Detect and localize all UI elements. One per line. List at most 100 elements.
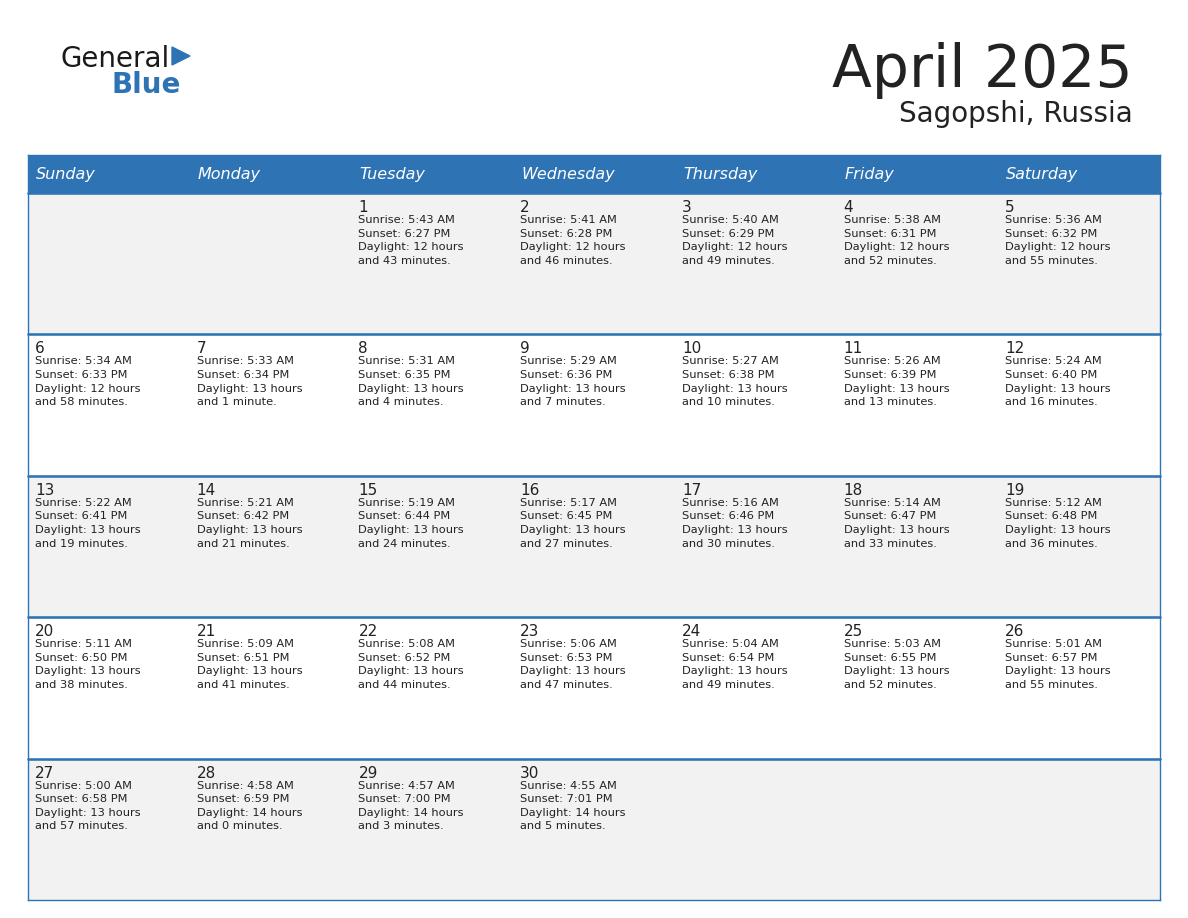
Text: General: General <box>61 45 169 73</box>
Text: Blue: Blue <box>112 71 182 99</box>
Text: Sunrise: 5:38 AM
Sunset: 6:31 PM
Daylight: 12 hours
and 52 minutes.: Sunrise: 5:38 AM Sunset: 6:31 PM Dayligh… <box>843 215 949 266</box>
Text: 11: 11 <box>843 341 862 356</box>
Bar <box>675 758 836 900</box>
Bar <box>998 155 1159 193</box>
Text: Sunrise: 5:19 AM
Sunset: 6:44 PM
Daylight: 13 hours
and 24 minutes.: Sunrise: 5:19 AM Sunset: 6:44 PM Dayligh… <box>359 498 465 549</box>
Text: Sunrise: 5:01 AM
Sunset: 6:57 PM
Daylight: 13 hours
and 55 minutes.: Sunrise: 5:01 AM Sunset: 6:57 PM Dayligh… <box>1005 639 1111 690</box>
Polygon shape <box>172 47 190 65</box>
Bar <box>190 476 352 617</box>
Text: 1: 1 <box>359 200 368 215</box>
Text: 18: 18 <box>843 483 862 498</box>
Text: Sunrise: 5:40 AM
Sunset: 6:29 PM
Daylight: 12 hours
and 49 minutes.: Sunrise: 5:40 AM Sunset: 6:29 PM Dayligh… <box>682 215 788 266</box>
Bar <box>352 193 513 334</box>
Text: Sunrise: 5:12 AM
Sunset: 6:48 PM
Daylight: 13 hours
and 36 minutes.: Sunrise: 5:12 AM Sunset: 6:48 PM Dayligh… <box>1005 498 1111 549</box>
Bar <box>513 334 675 476</box>
Bar <box>998 476 1159 617</box>
Bar <box>998 617 1159 758</box>
Bar <box>675 334 836 476</box>
Bar <box>352 476 513 617</box>
Text: Sunrise: 5:17 AM
Sunset: 6:45 PM
Daylight: 13 hours
and 27 minutes.: Sunrise: 5:17 AM Sunset: 6:45 PM Dayligh… <box>520 498 626 549</box>
Text: Sunrise: 5:36 AM
Sunset: 6:32 PM
Daylight: 12 hours
and 55 minutes.: Sunrise: 5:36 AM Sunset: 6:32 PM Dayligh… <box>1005 215 1111 266</box>
Text: 25: 25 <box>843 624 862 639</box>
Text: Thursday: Thursday <box>683 166 757 182</box>
Text: 8: 8 <box>359 341 368 356</box>
Text: Monday: Monday <box>197 166 260 182</box>
Bar <box>352 334 513 476</box>
Text: Sunrise: 5:03 AM
Sunset: 6:55 PM
Daylight: 13 hours
and 52 minutes.: Sunrise: 5:03 AM Sunset: 6:55 PM Dayligh… <box>843 639 949 690</box>
Text: 7: 7 <box>197 341 207 356</box>
Text: Sunrise: 5:29 AM
Sunset: 6:36 PM
Daylight: 13 hours
and 7 minutes.: Sunrise: 5:29 AM Sunset: 6:36 PM Dayligh… <box>520 356 626 408</box>
Text: Sunrise: 5:04 AM
Sunset: 6:54 PM
Daylight: 13 hours
and 49 minutes.: Sunrise: 5:04 AM Sunset: 6:54 PM Dayligh… <box>682 639 788 690</box>
Text: 19: 19 <box>1005 483 1025 498</box>
Bar <box>836 758 998 900</box>
Bar <box>352 617 513 758</box>
Text: 28: 28 <box>197 766 216 780</box>
Text: 30: 30 <box>520 766 539 780</box>
Bar <box>29 476 190 617</box>
Text: Sunrise: 5:00 AM
Sunset: 6:58 PM
Daylight: 13 hours
and 57 minutes.: Sunrise: 5:00 AM Sunset: 6:58 PM Dayligh… <box>34 780 140 832</box>
Bar <box>998 334 1159 476</box>
Text: 27: 27 <box>34 766 55 780</box>
Text: 15: 15 <box>359 483 378 498</box>
Bar <box>29 155 190 193</box>
Text: 20: 20 <box>34 624 55 639</box>
Text: 5: 5 <box>1005 200 1015 215</box>
Bar <box>352 155 513 193</box>
Bar <box>836 155 998 193</box>
Text: 9: 9 <box>520 341 530 356</box>
Text: Sunrise: 5:41 AM
Sunset: 6:28 PM
Daylight: 12 hours
and 46 minutes.: Sunrise: 5:41 AM Sunset: 6:28 PM Dayligh… <box>520 215 626 266</box>
Bar <box>836 334 998 476</box>
Bar <box>998 193 1159 334</box>
Text: 14: 14 <box>197 483 216 498</box>
Text: 13: 13 <box>34 483 55 498</box>
Text: Sunrise: 5:31 AM
Sunset: 6:35 PM
Daylight: 13 hours
and 4 minutes.: Sunrise: 5:31 AM Sunset: 6:35 PM Dayligh… <box>359 356 465 408</box>
Text: 12: 12 <box>1005 341 1024 356</box>
Bar <box>836 617 998 758</box>
Bar <box>190 155 352 193</box>
Text: Friday: Friday <box>845 166 895 182</box>
Bar <box>513 617 675 758</box>
Text: Sunrise: 5:06 AM
Sunset: 6:53 PM
Daylight: 13 hours
and 47 minutes.: Sunrise: 5:06 AM Sunset: 6:53 PM Dayligh… <box>520 639 626 690</box>
Text: 21: 21 <box>197 624 216 639</box>
Text: 6: 6 <box>34 341 45 356</box>
Text: Wednesday: Wednesday <box>522 166 614 182</box>
Text: 26: 26 <box>1005 624 1025 639</box>
Bar <box>29 193 190 334</box>
Text: 2: 2 <box>520 200 530 215</box>
Text: Sunrise: 5:33 AM
Sunset: 6:34 PM
Daylight: 13 hours
and 1 minute.: Sunrise: 5:33 AM Sunset: 6:34 PM Dayligh… <box>197 356 302 408</box>
Bar <box>675 193 836 334</box>
Bar <box>675 155 836 193</box>
Bar <box>190 758 352 900</box>
Text: Sunrise: 5:22 AM
Sunset: 6:41 PM
Daylight: 13 hours
and 19 minutes.: Sunrise: 5:22 AM Sunset: 6:41 PM Dayligh… <box>34 498 140 549</box>
Text: Sunrise: 5:27 AM
Sunset: 6:38 PM
Daylight: 13 hours
and 10 minutes.: Sunrise: 5:27 AM Sunset: 6:38 PM Dayligh… <box>682 356 788 408</box>
Bar <box>513 193 675 334</box>
Text: 22: 22 <box>359 624 378 639</box>
Bar <box>998 758 1159 900</box>
Text: Sagopshi, Russia: Sagopshi, Russia <box>899 100 1133 128</box>
Text: Saturday: Saturday <box>1006 166 1079 182</box>
Text: April 2025: April 2025 <box>833 42 1133 99</box>
Text: Tuesday: Tuesday <box>360 166 425 182</box>
Text: 10: 10 <box>682 341 701 356</box>
Text: 17: 17 <box>682 483 701 498</box>
Text: Sunrise: 4:55 AM
Sunset: 7:01 PM
Daylight: 14 hours
and 5 minutes.: Sunrise: 4:55 AM Sunset: 7:01 PM Dayligh… <box>520 780 626 832</box>
Text: Sunrise: 5:24 AM
Sunset: 6:40 PM
Daylight: 13 hours
and 16 minutes.: Sunrise: 5:24 AM Sunset: 6:40 PM Dayligh… <box>1005 356 1111 408</box>
Text: Sunrise: 5:34 AM
Sunset: 6:33 PM
Daylight: 12 hours
and 58 minutes.: Sunrise: 5:34 AM Sunset: 6:33 PM Dayligh… <box>34 356 140 408</box>
Bar <box>836 193 998 334</box>
Bar <box>352 758 513 900</box>
Text: Sunrise: 5:16 AM
Sunset: 6:46 PM
Daylight: 13 hours
and 30 minutes.: Sunrise: 5:16 AM Sunset: 6:46 PM Dayligh… <box>682 498 788 549</box>
Text: Sunrise: 5:11 AM
Sunset: 6:50 PM
Daylight: 13 hours
and 38 minutes.: Sunrise: 5:11 AM Sunset: 6:50 PM Dayligh… <box>34 639 140 690</box>
Text: 16: 16 <box>520 483 539 498</box>
Text: Sunrise: 5:09 AM
Sunset: 6:51 PM
Daylight: 13 hours
and 41 minutes.: Sunrise: 5:09 AM Sunset: 6:51 PM Dayligh… <box>197 639 302 690</box>
Text: 4: 4 <box>843 200 853 215</box>
Text: 29: 29 <box>359 766 378 780</box>
Bar <box>513 758 675 900</box>
Bar <box>190 193 352 334</box>
Text: 24: 24 <box>682 624 701 639</box>
Text: Sunrise: 5:08 AM
Sunset: 6:52 PM
Daylight: 13 hours
and 44 minutes.: Sunrise: 5:08 AM Sunset: 6:52 PM Dayligh… <box>359 639 465 690</box>
Bar <box>675 476 836 617</box>
Text: 23: 23 <box>520 624 539 639</box>
Text: Sunrise: 5:43 AM
Sunset: 6:27 PM
Daylight: 12 hours
and 43 minutes.: Sunrise: 5:43 AM Sunset: 6:27 PM Dayligh… <box>359 215 465 266</box>
Bar <box>836 476 998 617</box>
Bar <box>190 334 352 476</box>
